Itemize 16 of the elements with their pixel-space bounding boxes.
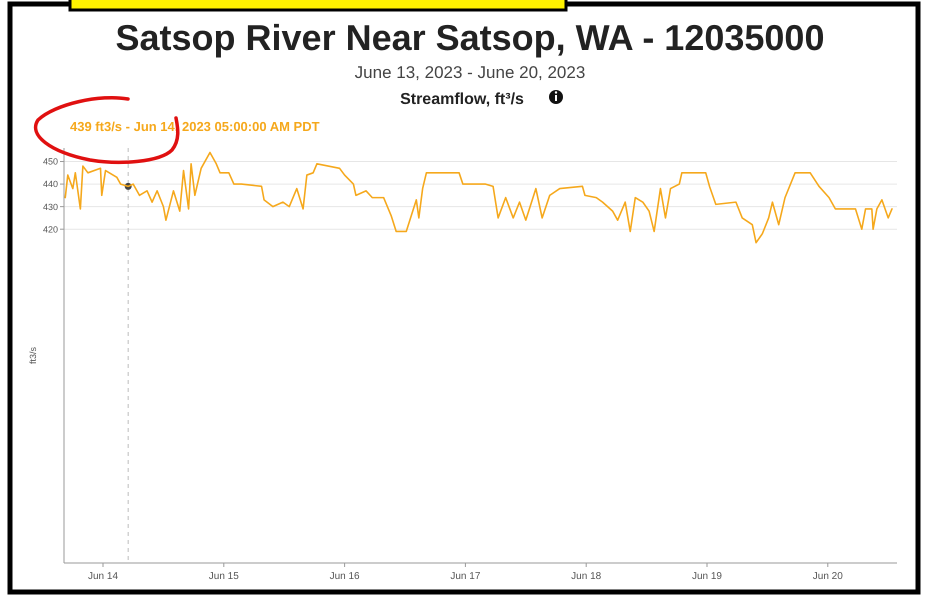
x-tick-label: Jun 17: [450, 571, 481, 582]
x-tick-label: Jun 14: [88, 571, 118, 582]
y-tick-label: 430: [42, 202, 58, 212]
y-tick-label: 420: [42, 224, 58, 234]
x-tick-label: Jun 16: [330, 571, 360, 582]
text: Streamflow, ft³/s: [400, 91, 524, 108]
x-tick-label: Jun 19: [692, 571, 722, 582]
y-axis-title: ft3/s: [28, 346, 38, 364]
chart-title: Satsop River Near Satsop, WA - 12035000: [116, 17, 824, 58]
line-series: [64, 152, 893, 244]
x-tick-label: Jun 15: [208, 571, 240, 582]
chart-subtitle: June 13, 2023 - June 20, 2023: [354, 63, 586, 82]
y-tick-label: 450: [42, 156, 58, 167]
y-tick-label: 440: [42, 179, 58, 190]
x-tick-label: Jun 20: [812, 571, 844, 582]
x-tick-label: Jun 18: [571, 571, 602, 582]
